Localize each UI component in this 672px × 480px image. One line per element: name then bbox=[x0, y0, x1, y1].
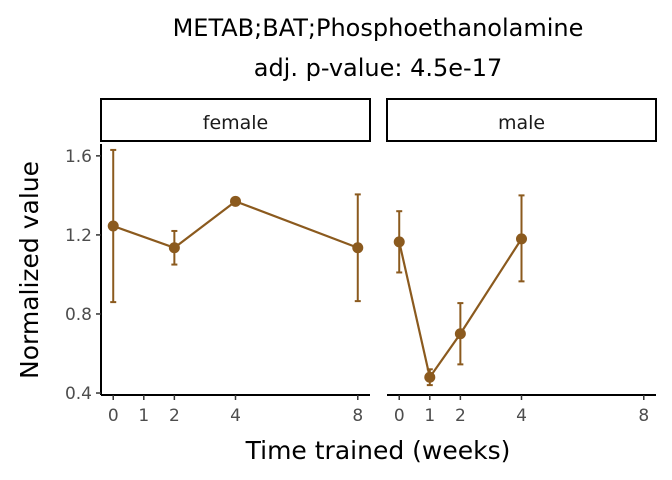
panel-male: male 0 1 2 4 8 bbox=[386, 98, 657, 426]
data-point bbox=[230, 195, 241, 207]
data-point bbox=[352, 242, 364, 254]
x-tick-label: 2 bbox=[169, 406, 180, 426]
y-tick-label: 0.4 bbox=[65, 384, 92, 404]
data-point bbox=[454, 328, 466, 340]
data-point bbox=[516, 233, 527, 245]
chart-title: METAB;BAT;Phosphoethanolamine bbox=[173, 14, 584, 42]
strip-label: male bbox=[498, 112, 545, 134]
strip-label: female bbox=[203, 112, 269, 134]
x-tick-label: 8 bbox=[352, 406, 363, 426]
x-tick-label: 1 bbox=[138, 406, 149, 426]
y-tick-label: 0.8 bbox=[65, 305, 92, 325]
panel-female: female 0 1 2 4 8 0.4 0.8 1.2 1.6 bbox=[65, 98, 371, 426]
series-line bbox=[112, 200, 359, 249]
y-axis-title: Normalized value bbox=[15, 161, 44, 379]
y-tick-label: 1.6 bbox=[65, 147, 92, 167]
data-point bbox=[107, 220, 119, 232]
x-axis-title: Time trained (weeks) bbox=[245, 436, 511, 465]
x-tick-label: 4 bbox=[230, 406, 241, 426]
x-tick-label: 4 bbox=[516, 406, 527, 426]
strip-box bbox=[100, 98, 371, 142]
x-tick-label: 8 bbox=[638, 406, 649, 426]
data-point bbox=[424, 371, 436, 383]
x-tick-label: 2 bbox=[455, 406, 466, 426]
chart-subtitle: adj. p-value: 4.5e-17 bbox=[254, 54, 503, 82]
x-tick-label: 0 bbox=[394, 406, 405, 426]
data-point bbox=[393, 236, 405, 248]
data-point bbox=[168, 242, 180, 254]
x-tick-label: 1 bbox=[424, 406, 435, 426]
x-tick-label: 0 bbox=[108, 406, 119, 426]
strip-box bbox=[386, 98, 657, 142]
series-line bbox=[398, 238, 523, 380]
y-tick-label: 1.2 bbox=[65, 226, 92, 246]
